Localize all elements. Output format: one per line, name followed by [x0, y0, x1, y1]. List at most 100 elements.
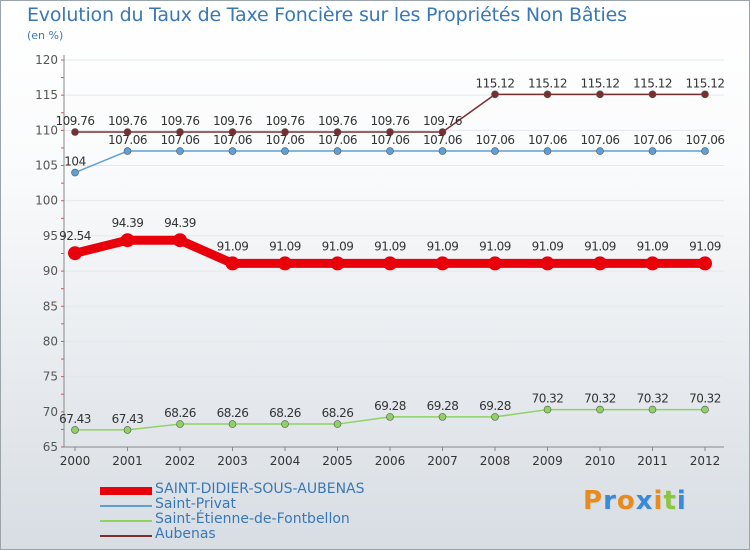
- logo-letter: o: [616, 486, 636, 516]
- data-label: 115.12: [686, 76, 725, 90]
- data-label: 91.09: [374, 239, 406, 253]
- data-label: 69.28: [479, 399, 511, 413]
- logo-letter: r: [603, 486, 617, 516]
- data-point: [386, 128, 394, 136]
- x-tick-label: 2010: [585, 454, 616, 468]
- data-point: [596, 90, 604, 99]
- logo-letter: t: [663, 486, 677, 516]
- data-label: 91.09: [269, 239, 301, 253]
- data-point: [120, 233, 135, 248]
- data-point: [593, 256, 607, 271]
- data-point: [488, 256, 502, 271]
- data-label: 107.06: [686, 133, 725, 147]
- data-point: [123, 128, 132, 136]
- data-point: [71, 426, 79, 434]
- data-point: [543, 90, 552, 99]
- data-point: [228, 147, 237, 155]
- data-point: [386, 147, 394, 155]
- data-point: [435, 256, 450, 271]
- x-tick-label: 2009: [532, 454, 563, 468]
- data-label: 68.26: [269, 406, 301, 420]
- data-label: 109.76: [371, 114, 410, 128]
- data-point: [491, 90, 499, 99]
- data-point: [68, 246, 82, 261]
- data-label: 69.28: [427, 399, 459, 413]
- data-label: 109.76: [213, 114, 252, 128]
- data-point: [176, 128, 184, 136]
- data-label: 94.39: [164, 216, 196, 230]
- y-tick-label: 110: [35, 123, 58, 137]
- legend-label: Aubenas: [155, 526, 216, 542]
- data-point: [648, 405, 657, 414]
- data-point: [596, 405, 604, 414]
- data-label: 91.09: [584, 239, 616, 253]
- data-point: [648, 147, 657, 155]
- data-label: 115.12: [633, 76, 672, 90]
- data-label: 115.12: [476, 76, 515, 90]
- y-tick-label: 85: [43, 299, 58, 313]
- data-point: [491, 413, 499, 421]
- data-label: 115.12: [581, 76, 620, 90]
- data-label: 107.06: [633, 133, 672, 147]
- data-label: 107.06: [581, 133, 620, 147]
- proxiti-logo: Proxiti: [583, 486, 687, 516]
- data-point: [176, 147, 184, 155]
- data-label: 91.09: [689, 239, 721, 253]
- data-point: [596, 147, 604, 155]
- y-tick-label: 80: [43, 334, 58, 348]
- data-label: 70.32: [584, 392, 616, 406]
- x-tick-label: 2005: [322, 454, 353, 468]
- data-label: 107.06: [528, 133, 567, 147]
- data-label: 70.32: [689, 392, 721, 406]
- data-point: [438, 147, 447, 155]
- data-point: [123, 147, 132, 155]
- data-label: 91.09: [322, 239, 354, 253]
- data-label: 91.09: [217, 239, 249, 253]
- y-tick-label: 75: [43, 370, 58, 384]
- y-tick-label: 115: [35, 88, 58, 102]
- data-point: [281, 420, 289, 428]
- data-point: [491, 147, 499, 155]
- x-tick-label: 2004: [270, 454, 301, 468]
- data-point: [540, 256, 555, 271]
- data-label: 109.76: [161, 114, 200, 128]
- data-label: 68.26: [164, 406, 196, 420]
- x-tick-label: 2007: [427, 454, 458, 468]
- data-label: 68.26: [322, 406, 354, 420]
- data-label: 67.43: [112, 412, 144, 426]
- y-tick-label: 120: [35, 53, 58, 67]
- data-point: [543, 147, 552, 155]
- data-label: 67.43: [59, 412, 91, 426]
- y-tick-label: 105: [35, 159, 58, 173]
- data-label: 115.12: [528, 76, 567, 90]
- data-label: 94.39: [112, 216, 144, 230]
- legend-swatch: [100, 505, 152, 507]
- y-unit-label: (en %): [27, 29, 64, 42]
- data-point: [543, 405, 552, 414]
- data-label: 107.06: [108, 133, 147, 147]
- data-label: 107.06: [371, 133, 410, 147]
- data-label: 109.76: [423, 114, 462, 128]
- data-point: [386, 413, 394, 421]
- y-tick-label: 90: [43, 264, 58, 278]
- data-point: [123, 426, 132, 434]
- data-point: [330, 256, 345, 271]
- legend-swatch: [100, 535, 152, 537]
- data-label: 107.06: [423, 133, 462, 147]
- x-tick-label: 2001: [112, 454, 143, 468]
- y-tick-label: 70: [43, 405, 58, 419]
- logo-letter: x: [635, 486, 654, 516]
- data-label: 107.06: [318, 133, 357, 147]
- logo-letter: i: [676, 486, 687, 516]
- data-point: [333, 420, 342, 428]
- data-label: 91.09: [532, 239, 564, 253]
- logo-letter: P: [583, 486, 604, 516]
- data-label: 109.76: [56, 114, 95, 128]
- data-label: 109.76: [266, 114, 305, 128]
- y-tick-label: 100: [35, 194, 58, 208]
- data-point: [383, 256, 397, 271]
- chart-title: Evolution du Taux de Taxe Foncière sur l…: [27, 4, 627, 26]
- data-label: 107.06: [476, 133, 515, 147]
- y-tick-label: 95: [43, 229, 58, 243]
- data-point: [71, 168, 79, 177]
